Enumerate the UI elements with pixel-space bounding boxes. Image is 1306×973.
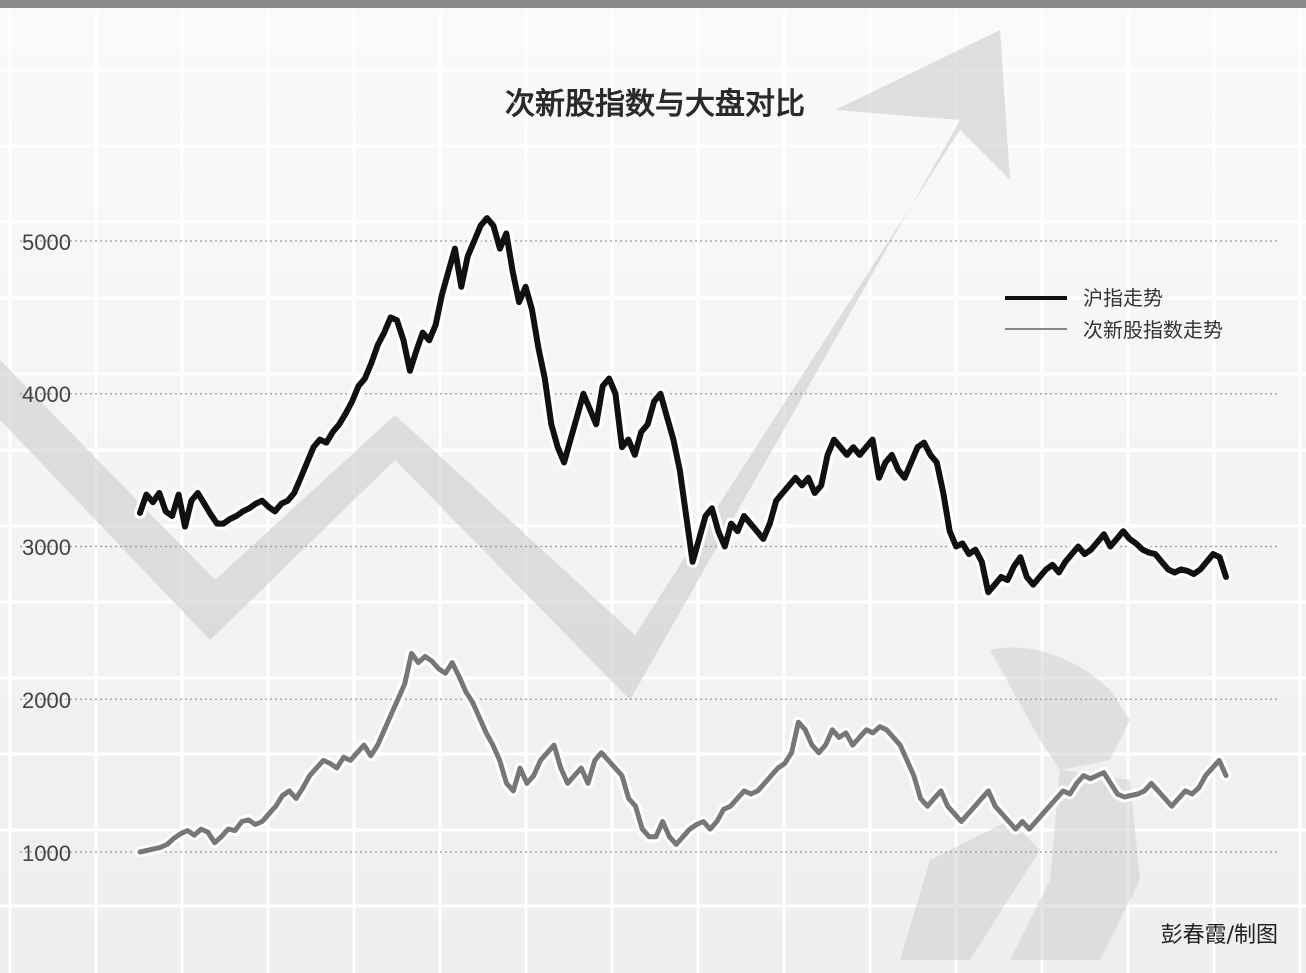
decorative-arrow — [0, 30, 1010, 700]
y-tick-label: 4000 — [22, 382, 71, 407]
series-line-1 — [137, 650, 1229, 855]
y-tick-label: 1000 — [22, 841, 71, 866]
chart-title: 次新股指数与大盘对比 — [505, 87, 805, 122]
legend: 沪指走势 次新股指数走势 — [1005, 286, 1223, 342]
y-tick-label: 5000 — [22, 230, 71, 255]
legend-label-new-stock-index: 次新股指数走势 — [1083, 318, 1223, 342]
legend-item-new-stock-index: 次新股指数走势 — [1005, 318, 1223, 342]
y-axis: 5000 4000 3000 2000 1000 — [22, 230, 71, 866]
credit-caption: 彭春霞/制图 — [1161, 923, 1278, 948]
series-layer — [134, 212, 1232, 858]
legend-label-sh-index: 沪指走势 — [1083, 286, 1163, 310]
decorative-figure — [900, 647, 1140, 960]
legend-item-sh-index: 沪指走势 — [1005, 286, 1163, 310]
top-border — [0, 0, 1306, 8]
y-tick-label: 3000 — [22, 535, 71, 560]
series-line-0 — [137, 215, 1229, 596]
y-tick-label: 2000 — [22, 688, 71, 713]
horizontal-gridlines — [20, 240, 1280, 853]
